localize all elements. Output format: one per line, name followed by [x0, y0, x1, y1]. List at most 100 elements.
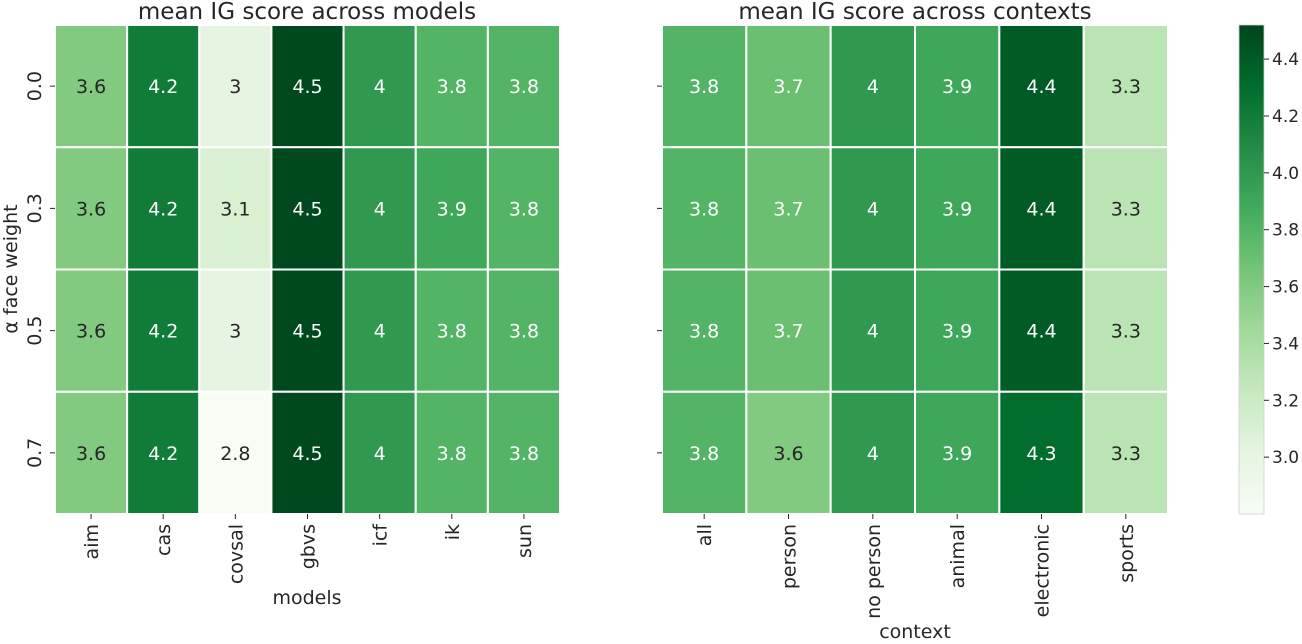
cell-value-label: 4	[867, 443, 879, 465]
x-tick-label: sports	[1116, 524, 1138, 583]
models-heatmap-title: mean IG score across models	[138, 0, 476, 25]
heatmap-cell	[126, 268, 201, 393]
x-tick-label: aim	[81, 524, 103, 559]
heatmap-cell	[414, 390, 489, 515]
heatmap-cell	[914, 268, 1001, 393]
cell-value-label: 3.9	[942, 443, 972, 465]
heatmap-cell	[998, 146, 1085, 271]
heatmap-cell	[1082, 268, 1169, 393]
colorbar-tick-label: 3.4	[1272, 334, 1299, 354]
cell-value-label: 4.4	[1026, 76, 1056, 98]
heatmap-cell	[998, 24, 1085, 149]
models-x-axis-label: models	[272, 587, 341, 609]
colorbar-tick-label: 3.6	[1272, 278, 1299, 298]
models-heatmap: mean IG score across models 3.6 4.2 3 4.5 4 3…	[0, 0, 562, 609]
contexts-heatmap: mean IG score across contexts 3.8 3.7 4 3.9…	[657, 0, 1169, 643]
cell-value-label: 2.8	[220, 443, 250, 465]
heatmap-cell	[486, 146, 562, 271]
x-tick-label: covsal	[225, 524, 247, 584]
cell-value-label: 3.8	[509, 198, 539, 220]
cell-value-label: 3.6	[773, 443, 803, 465]
heatmap-cell	[198, 268, 273, 393]
cell-value-label: 3.9	[942, 321, 972, 343]
cell-value-label: 4.5	[292, 443, 322, 465]
heatmap-cell	[54, 24, 129, 149]
cell-value-label: 4.2	[148, 321, 178, 343]
cell-value-label: 4.4	[1026, 321, 1056, 343]
heatmap-cell	[914, 390, 1001, 515]
heatmap-cell	[1082, 390, 1169, 515]
cell-value-label: 4.5	[292, 321, 322, 343]
cell-value-label: 4.2	[148, 76, 178, 98]
heatmap-cell	[126, 390, 201, 515]
cell-value-label: 3.1	[220, 198, 250, 220]
x-tick-label: all	[694, 524, 716, 546]
colorbar-tick-label: 4.2	[1272, 107, 1299, 127]
cell-value-label: 3.7	[773, 76, 803, 98]
heatmap-cell	[198, 146, 273, 271]
heatmap-cell	[745, 268, 832, 393]
cell-value-label: 3.8	[689, 443, 719, 465]
cell-value-label: 3.8	[509, 76, 539, 98]
cell-value-label: 4	[374, 198, 386, 220]
cell-value-label: 4.5	[292, 76, 322, 98]
x-tick-label: ik	[442, 524, 464, 540]
colorbar-tick-label: 4.0	[1272, 164, 1299, 184]
heatmap-cell	[829, 268, 917, 393]
cell-value-label: 3.8	[437, 321, 467, 343]
cell-value-label: 3.6	[76, 76, 106, 98]
cell-value-label: 3.7	[773, 198, 803, 220]
cell-value-label: 4	[374, 76, 386, 98]
cell-value-label: 3.3	[1111, 443, 1141, 465]
x-tick-label: icf	[370, 523, 392, 547]
cell-value-label: 4.5	[292, 198, 322, 220]
cell-value-label: 3.3	[1111, 76, 1141, 98]
models-y-axis-label: α face weight	[0, 204, 22, 333]
cell-value-label: 4.4	[1026, 198, 1056, 220]
colorbar-tick-label: 3.2	[1272, 391, 1299, 411]
contexts-heatmap-title: mean IG score across contexts	[738, 0, 1091, 25]
colorbar-tick-label: 4.4	[1272, 50, 1299, 70]
cell-value-label: 4	[867, 76, 879, 98]
heatmap-cell	[998, 390, 1085, 515]
cell-value-label: 3.9	[437, 198, 467, 220]
cell-value-label: 3.6	[76, 443, 106, 465]
heatmap-cell	[486, 268, 562, 393]
contexts-x-axis-label: context	[879, 621, 951, 643]
cell-value-label: 3	[229, 76, 241, 98]
cell-value-label: 3	[229, 321, 241, 343]
heatmap-cell	[486, 390, 562, 515]
heatmap-cell	[829, 390, 917, 515]
colorbar-tick-label: 3.0	[1272, 448, 1299, 468]
heatmap-cell	[661, 24, 748, 149]
y-tick-label: 0.7	[24, 438, 46, 468]
cell-value-label: 3.8	[437, 76, 467, 98]
cell-value-label: 3.9	[942, 76, 972, 98]
cell-value-label: 3.9	[942, 198, 972, 220]
cell-value-label: 4.2	[148, 198, 178, 220]
y-tick-label: 0.3	[24, 193, 46, 223]
heatmap-cell	[270, 268, 345, 393]
x-tick-label: person	[779, 524, 801, 589]
cell-value-label: 3.7	[773, 321, 803, 343]
heatmap-cell	[342, 146, 417, 271]
x-tick-label: no person	[863, 524, 885, 619]
colorbar-gradient	[1238, 24, 1265, 515]
cell-value-label: 4.2	[148, 443, 178, 465]
cell-value-label: 4	[867, 321, 879, 343]
cell-value-label: 4.3	[1026, 443, 1056, 465]
cell-value-label: 3.8	[509, 321, 539, 343]
cell-value-label: 3.8	[689, 321, 719, 343]
heatmap-cell	[414, 24, 489, 149]
heatmap-cell	[54, 390, 129, 515]
y-tick-label: 0.5	[24, 316, 46, 346]
heatmap-cell	[829, 146, 917, 271]
cell-value-label: 4	[867, 198, 879, 220]
cell-value-label: 3.6	[76, 198, 106, 220]
colorbar: 3.0 3.2 3.4 3.6 3.8 4.0 4.2 4.4	[1238, 24, 1299, 515]
cell-value-label: 3.8	[689, 76, 719, 98]
cell-value-label: 4	[374, 443, 386, 465]
x-tick-label: animal	[947, 524, 969, 588]
cell-value-label: 3.6	[76, 321, 106, 343]
y-tick-label: 0.0	[24, 71, 46, 101]
